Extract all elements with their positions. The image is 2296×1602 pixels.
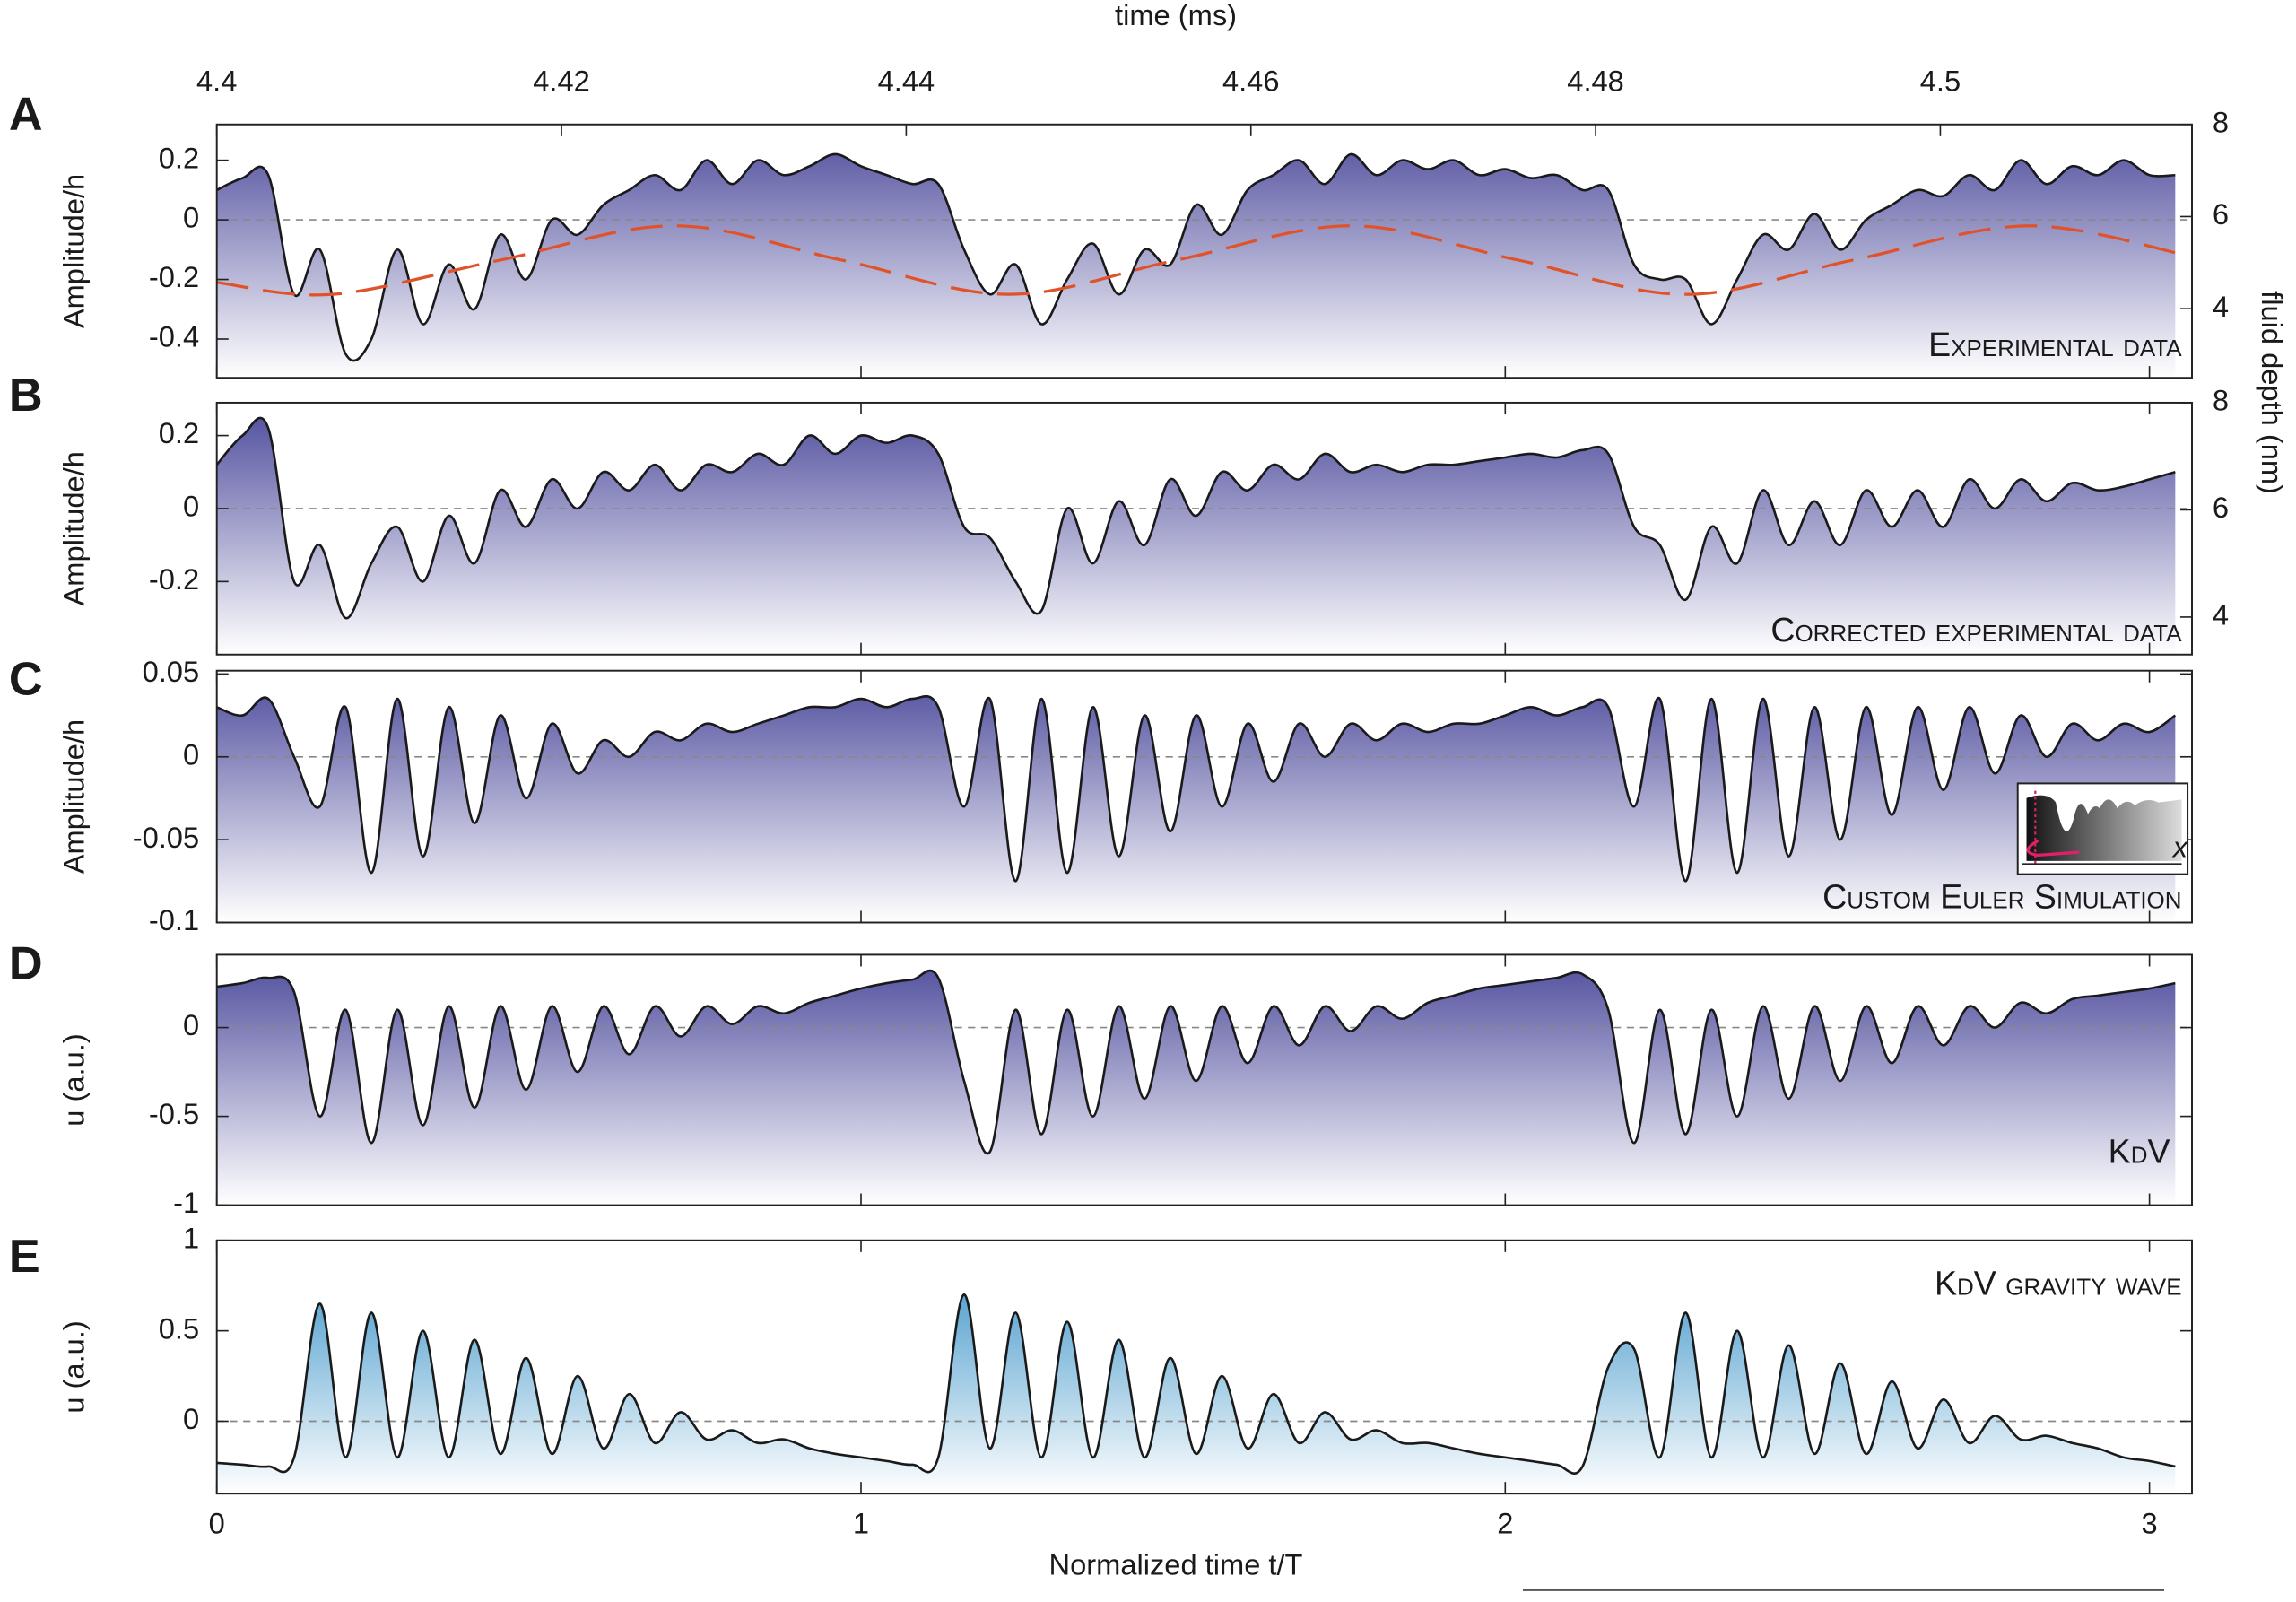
y-tick-label: -0.2	[149, 260, 199, 293]
panel-letter: B	[9, 370, 43, 422]
annotation: Custom Euler Simulation	[1822, 877, 2181, 915]
y-tick-label: 0.5	[159, 1311, 199, 1345]
frame	[215, 1239, 2193, 1495]
series-line	[216, 152, 2176, 362]
y-tick-label: -0.2	[149, 562, 199, 596]
inset-schematic: x	[2016, 782, 2189, 875]
area	[216, 1294, 2176, 1494]
y-tick-label: -0.1	[149, 903, 199, 936]
inset-arrow	[2026, 839, 2080, 858]
series-line	[216, 969, 2176, 1155]
frame	[215, 123, 2193, 379]
annotation: Experimental data	[1928, 326, 2182, 363]
annotation: KdV gravity wave	[1935, 1264, 2182, 1302]
x-axis-label: Normalized time t/T	[1049, 1547, 1303, 1580]
x2-tick-label: 4.4	[196, 65, 237, 98]
y-tick-label: 0	[183, 1402, 199, 1435]
x2-tick-label: 4.46	[1222, 65, 1280, 98]
inset-label: x	[2171, 830, 2189, 863]
y2-tick-label: 8	[2213, 105, 2229, 138]
y-axis-label: u (a.u.)	[57, 1033, 91, 1126]
y2-tick-label: 8	[2213, 384, 2229, 417]
area	[216, 153, 2176, 379]
y2-axis-label: fluid depth (nm)	[2256, 291, 2289, 494]
annotation: KdV	[2109, 1132, 2170, 1170]
frame	[215, 669, 2193, 924]
x-tick-label: 1	[853, 1507, 869, 1540]
y2-tick-label: 4	[2213, 598, 2229, 631]
y-tick-label: 0	[183, 490, 199, 523]
y-tick-label: 0	[183, 201, 199, 234]
series-line	[216, 416, 2176, 620]
annotation: Corrected experimental data	[1770, 611, 2182, 649]
x2-axis-label: time (ms)	[1115, 0, 1237, 31]
x-tick-label: 0	[209, 1507, 225, 1540]
panel	[216, 1293, 2193, 1494]
panel-letter: D	[9, 937, 43, 989]
x2-tick-label: 4.44	[878, 65, 935, 98]
y-tick-label: 0.2	[159, 141, 199, 174]
y-tick-label: 0	[183, 1008, 199, 1041]
x-tick-label: 2	[1497, 1507, 1513, 1540]
x-tick-label: 3	[2142, 1507, 2158, 1540]
frame	[215, 401, 2193, 656]
panel	[216, 969, 2193, 1206]
y-tick-label: -1	[173, 1186, 199, 1219]
panel	[216, 152, 2193, 379]
series-line	[216, 694, 2177, 883]
panel-letter: A	[9, 88, 43, 140]
dashed-line	[216, 224, 2188, 297]
y-axis-label: u (a.u.)	[57, 1320, 91, 1413]
inset-wave	[2026, 795, 2182, 861]
area	[216, 417, 2176, 655]
area	[216, 971, 2176, 1206]
y-tick-label: 0.05	[143, 655, 200, 688]
y-axis-label: Amplitude/h	[57, 174, 91, 328]
y-axis-label: Amplitude/h	[57, 451, 91, 605]
y2-tick-label: 4	[2213, 290, 2229, 323]
y2-tick-label: 6	[2213, 491, 2229, 524]
panel	[216, 694, 2193, 923]
y-tick-label: 0.2	[159, 416, 199, 449]
x2-tick-label: 4.5	[1920, 65, 1961, 98]
y-axis-label: Amplitude/h	[57, 719, 91, 874]
panel-letter: E	[9, 1231, 40, 1283]
y-tick-label: -0.05	[133, 821, 199, 854]
series-line	[216, 1293, 2176, 1475]
y-tick-label: -0.5	[149, 1097, 199, 1130]
x2-tick-label: 4.42	[533, 65, 590, 98]
y2-tick-label: 6	[2213, 197, 2229, 231]
y-tick-label: 1	[183, 1221, 199, 1254]
x2-tick-label: 4.48	[1567, 65, 1624, 98]
y-tick-label: 0	[183, 737, 199, 771]
panel-letter: C	[9, 654, 43, 706]
area	[216, 696, 2176, 923]
panel	[216, 416, 2193, 655]
y-tick-label: -0.4	[149, 320, 199, 353]
frame	[215, 953, 2193, 1206]
